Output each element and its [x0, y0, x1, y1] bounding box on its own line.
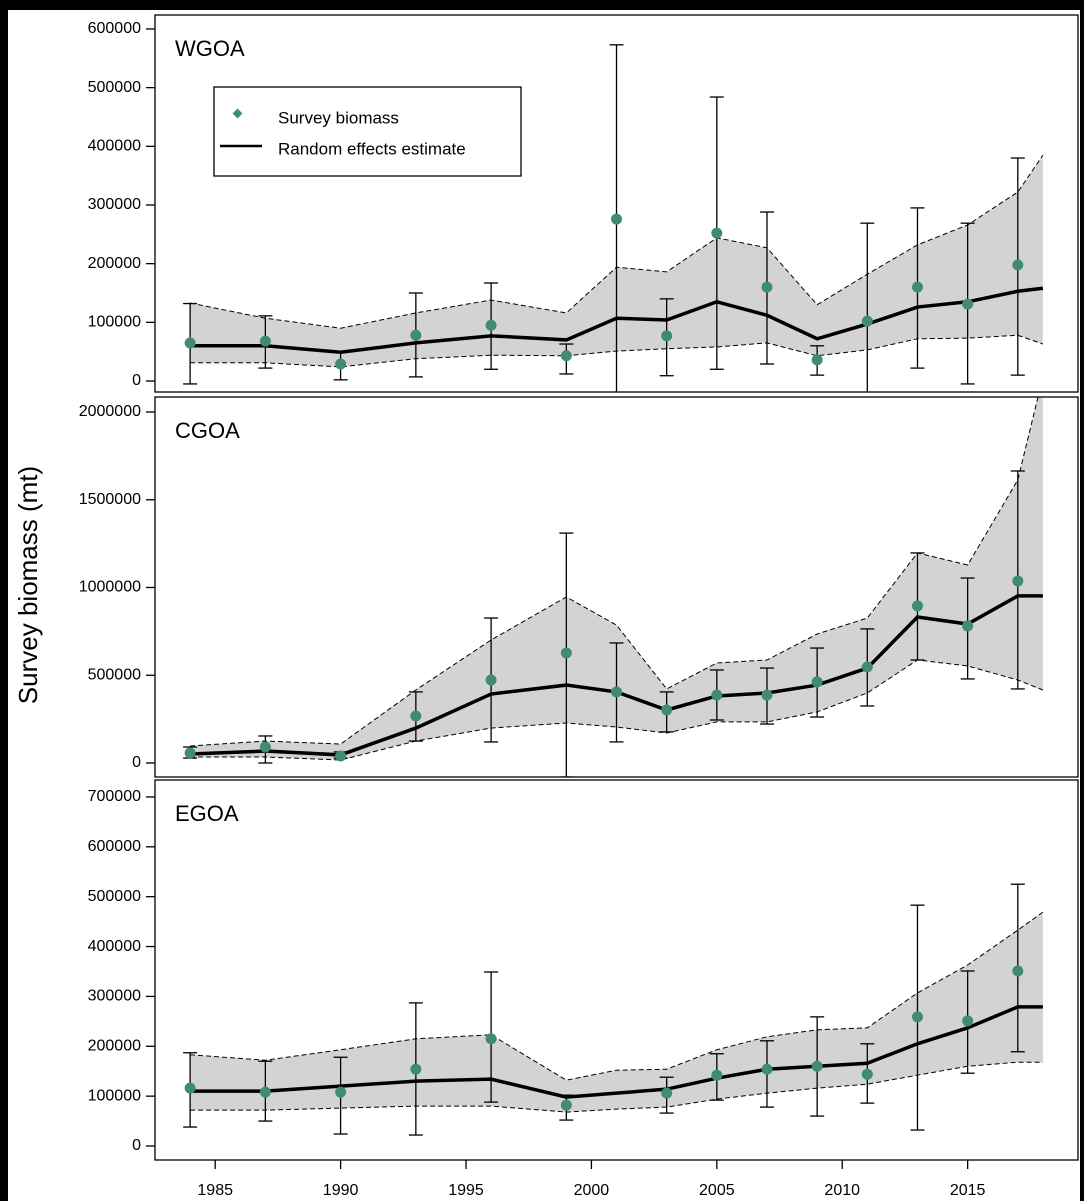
y-tick-label: 200000 [88, 255, 141, 272]
upper-bound-line [190, 911, 1044, 1081]
confidence-band [190, 155, 1043, 367]
y-tick-label: 500000 [88, 666, 141, 683]
survey-point [259, 1086, 271, 1098]
survey-point [911, 600, 923, 612]
survey-point [485, 319, 497, 331]
survey-point [761, 1063, 773, 1075]
survey-point [711, 689, 723, 701]
y-tick-label: 500000 [88, 888, 141, 905]
panel-frame [154, 14, 1079, 393]
upper-bound-line [190, 154, 1044, 329]
y-tick-label: 600000 [88, 838, 141, 855]
survey-point [761, 689, 773, 701]
legend-label: Survey biomass [278, 108, 399, 127]
x-tick-label: 2000 [574, 1182, 610, 1199]
survey-point [661, 704, 673, 716]
survey-point [485, 1033, 497, 1045]
survey-point [259, 741, 271, 753]
survey-point [1012, 575, 1024, 587]
y-tick-label: 100000 [88, 1087, 141, 1104]
survey-point [184, 337, 196, 349]
survey-point [811, 354, 823, 366]
estimate-line [190, 1005, 1043, 1099]
y-tick-label: 700000 [88, 788, 141, 805]
x-tick-label: 2010 [824, 1182, 860, 1199]
survey-point [711, 1069, 723, 1081]
x-tick-label: 1990 [323, 1182, 359, 1199]
panel-plot [183, 397, 1044, 777]
survey-point [335, 1086, 347, 1098]
survey-point [410, 1063, 422, 1075]
panel-label: CGOA [175, 418, 240, 443]
y-tick-label: 1500000 [79, 491, 141, 508]
x-tick-label: 1985 [197, 1182, 233, 1199]
survey-point [761, 281, 773, 293]
survey-point [560, 350, 572, 362]
y-tick-label: 0 [132, 754, 141, 771]
legend-label: Random effects estimate [278, 139, 466, 158]
y-tick-label: 2000000 [79, 403, 141, 420]
survey-point [911, 281, 923, 293]
survey-point [861, 661, 873, 673]
survey-point [410, 710, 422, 722]
y-tick-label: 600000 [88, 20, 141, 37]
survey-point [711, 227, 723, 239]
y-tick-label: 100000 [88, 314, 141, 331]
x-tick-label: 1995 [448, 1182, 484, 1199]
y-tick-label: 0 [132, 1137, 141, 1154]
survey-point [259, 335, 271, 347]
survey-point [611, 686, 622, 698]
legend-marker [232, 108, 243, 119]
y-tick-label: 1000000 [79, 579, 141, 596]
y-axis-title: Survey biomass (mt) [13, 466, 43, 704]
survey-point [184, 747, 196, 759]
confidence-band [190, 397, 1043, 761]
y-tick-label: 0 [132, 372, 141, 389]
lower-bound-line [190, 1061, 1043, 1113]
estimate-line [190, 286, 1044, 355]
panel-plot [183, 44, 1044, 392]
y-tick-label: 400000 [88, 938, 141, 955]
panel-label: EGOA [175, 801, 239, 826]
survey-point [184, 1082, 196, 1094]
survey-point [861, 1068, 873, 1080]
panel-label: WGOA [175, 36, 245, 61]
panel-frame [154, 779, 1079, 1161]
lower-bound-line [190, 659, 1044, 761]
survey-point [962, 298, 974, 310]
y-tick-label: 500000 [88, 79, 141, 96]
y-tick-label: 400000 [88, 138, 141, 155]
survey-point [335, 358, 347, 370]
survey-point [811, 676, 823, 688]
estimate-line [190, 594, 1043, 757]
survey-point [1012, 259, 1024, 271]
survey-point [560, 1099, 572, 1111]
survey-point [1012, 965, 1024, 977]
lower-bound-line [190, 334, 1044, 368]
upper-bound-line [190, 397, 1039, 747]
survey-point [861, 315, 873, 327]
survey-point [335, 750, 347, 762]
survey-point [485, 674, 497, 686]
x-tick-label: 2005 [699, 1182, 735, 1199]
y-tick-label: 300000 [88, 196, 141, 213]
survey-point [962, 620, 974, 632]
survey-point [661, 1087, 673, 1099]
survey-point [410, 329, 422, 341]
survey-point [661, 330, 673, 342]
survey-point [911, 1011, 923, 1023]
confidence-band [190, 912, 1043, 1113]
survey-point [962, 1015, 974, 1027]
survey-point [560, 647, 572, 659]
legend-box [213, 86, 522, 177]
survey-point [611, 213, 622, 225]
survey-point [811, 1060, 823, 1072]
x-tick-label: 2015 [950, 1182, 986, 1199]
panel-plot [183, 883, 1044, 1136]
y-tick-label: 300000 [88, 988, 141, 1005]
y-tick-label: 200000 [88, 1037, 141, 1054]
